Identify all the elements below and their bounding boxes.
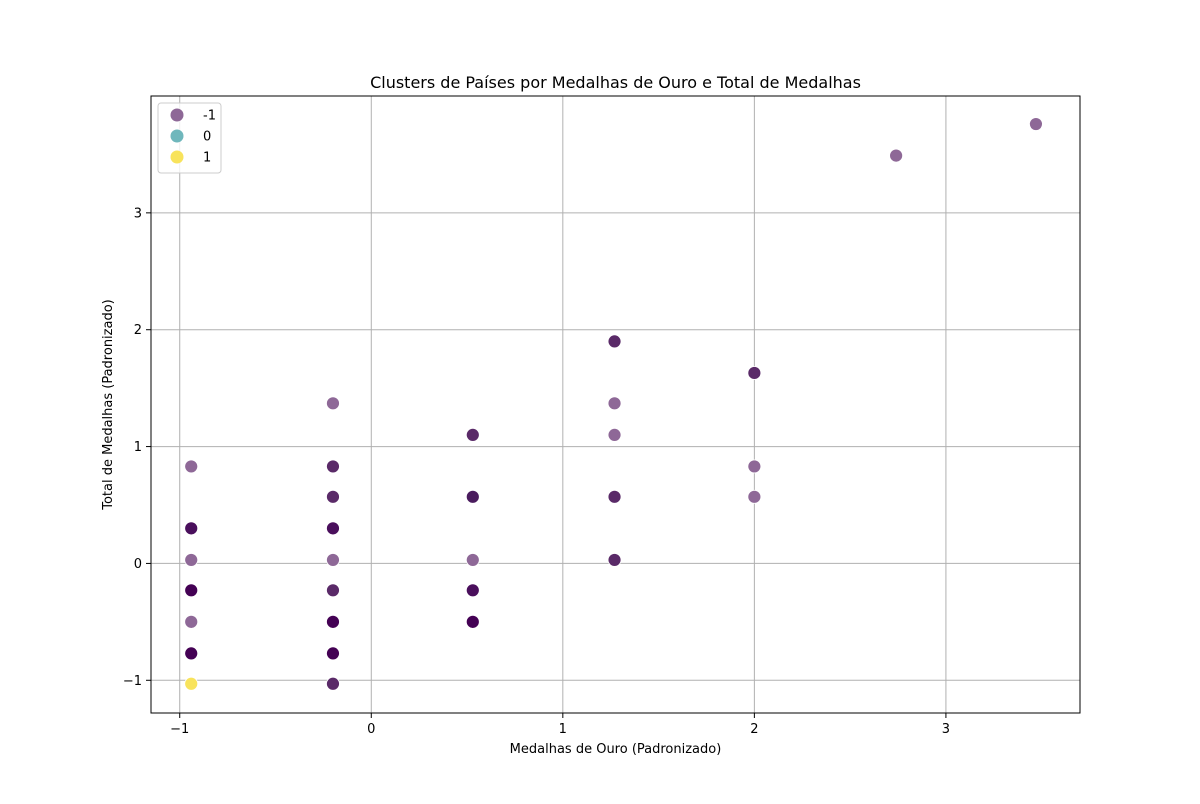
x-tick-label: 3 <box>942 722 950 737</box>
data-point <box>465 583 480 598</box>
legend: -1 0 1 <box>157 102 222 174</box>
chart-title: Clusters de Países por Medalhas de Ouro … <box>370 73 861 92</box>
data-point <box>184 521 199 536</box>
data-point <box>184 646 199 661</box>
y-tick-label: 1 <box>134 440 142 455</box>
y-tick-label: −1 <box>123 674 142 689</box>
data-point <box>326 553 340 567</box>
plot-frame <box>150 95 1081 714</box>
data-point <box>184 676 199 691</box>
data-point <box>326 489 340 504</box>
data-point <box>465 427 480 442</box>
data-point <box>747 366 762 380</box>
data-point <box>326 396 340 411</box>
data-point <box>326 521 340 536</box>
data-point <box>184 614 199 629</box>
data-point <box>607 396 622 411</box>
legend-label: -1 <box>203 109 216 124</box>
data-point <box>747 459 762 474</box>
data-point <box>184 459 199 474</box>
y-axis-label: Total de Medalhas (Padronizado) <box>101 299 116 511</box>
points-layer <box>184 117 1043 691</box>
data-point <box>465 489 480 504</box>
x-tick-label: 1 <box>559 722 567 737</box>
legend-label: 1 <box>203 151 211 166</box>
data-point <box>607 553 622 567</box>
y-tick-label: 3 <box>134 206 142 221</box>
data-point <box>465 614 480 629</box>
data-point <box>607 427 622 442</box>
data-point <box>607 489 622 504</box>
data-point <box>607 334 622 349</box>
x-tick-label: 0 <box>367 722 375 737</box>
x-tick-label: 2 <box>750 722 758 737</box>
data-point <box>326 614 340 629</box>
data-point <box>184 583 199 598</box>
legend-marker <box>170 150 184 164</box>
x-tick-label: −1 <box>170 722 189 737</box>
legend-marker <box>170 108 184 122</box>
y-tick-label: 2 <box>134 323 142 338</box>
ticks-layer: −1 0 1 2 3 −1 0 1 2 3 <box>123 206 950 737</box>
y-tick-label: 0 <box>134 557 142 572</box>
grid-layer <box>151 96 1080 713</box>
legend-marker <box>170 129 184 143</box>
data-point <box>184 553 199 567</box>
data-point <box>326 676 340 691</box>
x-axis-label: Medalhas de Ouro (Padronizado) <box>510 742 722 757</box>
data-point <box>1029 117 1043 131</box>
data-point <box>465 553 480 567</box>
legend-label: 0 <box>203 130 211 145</box>
data-point <box>326 646 340 661</box>
data-point <box>747 489 762 504</box>
data-point <box>889 148 904 163</box>
data-point <box>326 583 340 598</box>
data-point <box>326 459 340 474</box>
